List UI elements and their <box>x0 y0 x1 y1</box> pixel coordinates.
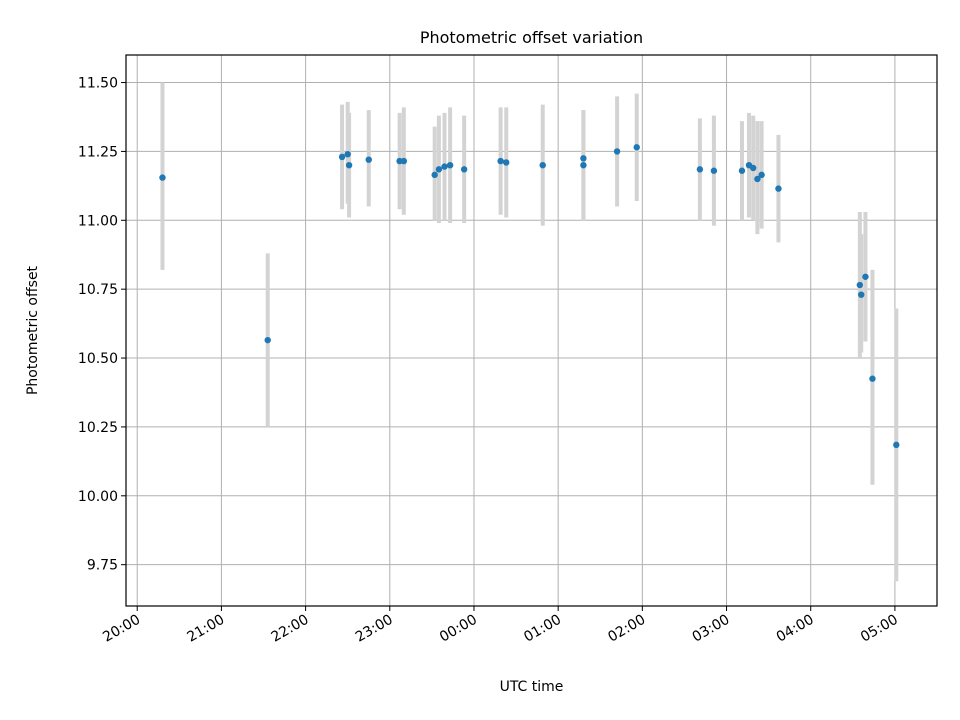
data-point <box>338 153 346 161</box>
data-point <box>869 375 876 382</box>
data-point <box>749 164 757 172</box>
data-point <box>159 174 166 181</box>
data-point <box>856 281 864 289</box>
data-point <box>435 166 443 173</box>
y-tick-label: 11.00 <box>78 213 118 229</box>
data-point <box>503 159 510 166</box>
y-tick-label: 11.50 <box>78 76 118 92</box>
data-point <box>460 166 468 173</box>
y-tick-label: 10.00 <box>78 489 118 505</box>
y-tick-label: 10.50 <box>78 351 118 367</box>
grid <box>126 55 937 606</box>
data-point <box>696 166 704 173</box>
data-point <box>431 171 438 179</box>
data-point <box>775 185 782 192</box>
y-tick-label: 10.75 <box>78 282 118 298</box>
data-point <box>738 167 746 174</box>
data-points <box>159 144 900 449</box>
data-point <box>858 291 865 298</box>
data-point <box>539 162 546 169</box>
y-axis-ticks: 9.75 10.00 10.25 10.50 10.75 11.00 11.25 11.50 <box>78 76 126 574</box>
data-point <box>441 163 448 170</box>
y-axis-label: Photometric offset <box>25 265 41 395</box>
data-point <box>893 441 900 449</box>
data-point <box>754 175 761 183</box>
y-tick-label: 9.75 <box>87 558 118 574</box>
y-tick-label: 10.25 <box>78 420 118 436</box>
data-point <box>613 148 621 155</box>
data-point <box>264 336 271 344</box>
data-point <box>497 157 504 165</box>
chart-title: Photometric offset variation <box>420 28 643 47</box>
data-point <box>758 171 765 179</box>
data-point <box>400 157 408 165</box>
data-point <box>344 150 351 158</box>
data-point <box>345 162 353 169</box>
x-axis-label: UTC time <box>500 679 564 695</box>
data-point <box>633 144 640 151</box>
data-point <box>580 162 587 169</box>
data-point <box>710 167 718 174</box>
plot-frame <box>125 54 938 607</box>
y-tick-label: 11.25 <box>78 144 118 160</box>
data-point <box>446 162 454 169</box>
data-point <box>365 156 372 163</box>
data-point <box>580 155 587 162</box>
data-point <box>862 273 869 280</box>
